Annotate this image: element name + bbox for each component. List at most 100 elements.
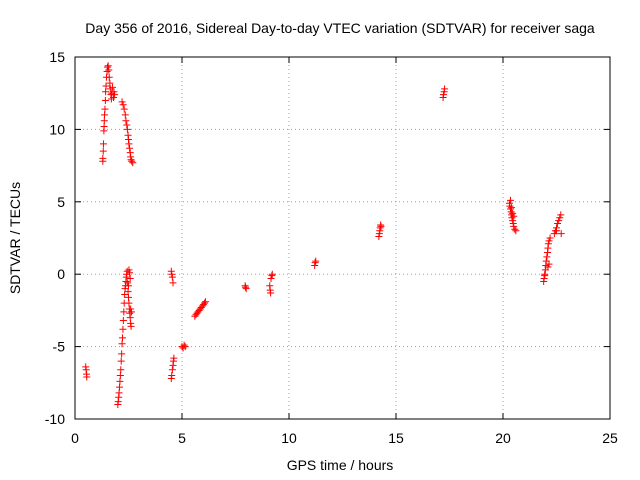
data-point	[200, 299, 208, 307]
data-point	[122, 117, 130, 125]
data-point	[101, 96, 109, 104]
data-point	[506, 205, 514, 213]
data-point	[119, 101, 127, 109]
x-tick-label: 10	[281, 430, 297, 446]
data-point	[267, 289, 275, 297]
data-point	[119, 317, 127, 325]
data-point	[202, 298, 210, 306]
grid	[75, 57, 610, 419]
data-point	[557, 230, 565, 238]
data-point	[127, 322, 135, 330]
data-point	[105, 73, 113, 81]
y-tick-label: 10	[49, 121, 65, 137]
data-point	[111, 91, 119, 99]
x-tick-label: 25	[602, 430, 618, 446]
data-point	[83, 373, 91, 381]
data-point	[544, 240, 552, 248]
data-point	[311, 259, 319, 267]
data-point	[99, 154, 107, 162]
data-point	[168, 372, 176, 380]
data-point	[121, 111, 129, 119]
data-point	[127, 156, 135, 164]
y-tick-label: 0	[57, 266, 65, 282]
data-point	[377, 222, 385, 230]
data-point	[510, 212, 518, 220]
data-point	[123, 125, 131, 133]
data-point	[120, 105, 128, 113]
data-point	[510, 222, 518, 230]
data-point	[99, 147, 107, 155]
data-point	[267, 275, 275, 283]
data-point	[104, 63, 112, 71]
data-point	[512, 227, 520, 235]
data-point	[118, 98, 126, 106]
data-point	[242, 283, 250, 291]
data-point	[508, 204, 516, 212]
data-point	[545, 237, 553, 245]
data-point	[541, 272, 549, 280]
data-point	[105, 66, 113, 74]
data-point	[556, 214, 564, 222]
data-point	[117, 357, 125, 365]
data-point	[168, 366, 176, 374]
y-tick-label: -10	[45, 411, 65, 427]
x-tick-label: 20	[495, 430, 511, 446]
data-point	[119, 325, 127, 333]
data-point	[123, 121, 131, 129]
data-point	[126, 275, 134, 283]
data-point	[553, 227, 560, 235]
data-point	[268, 270, 276, 278]
data-point	[104, 62, 112, 70]
data-point	[117, 366, 125, 374]
data-point	[508, 214, 516, 222]
data-point	[128, 157, 136, 165]
data-point	[506, 196, 514, 204]
x-tick-label: 5	[178, 430, 186, 446]
data-point	[540, 275, 548, 283]
data-point	[543, 253, 551, 261]
data-point	[125, 282, 132, 290]
data-point	[126, 269, 134, 277]
axis-ticks: 0 5 10 15 20 25 -10 -5 0 5 10 15	[45, 49, 618, 446]
data-point	[124, 279, 132, 287]
data-point	[102, 82, 110, 90]
data-point	[555, 217, 563, 225]
data-point	[546, 234, 554, 242]
data-point	[312, 257, 320, 265]
data-point	[440, 91, 448, 99]
x-tick-label: 15	[388, 430, 404, 446]
data-point	[509, 217, 517, 225]
data-point	[506, 202, 514, 210]
data-point	[101, 105, 109, 113]
data-point	[181, 343, 189, 351]
data-point	[441, 85, 449, 93]
data-point	[110, 88, 118, 96]
data-point	[125, 266, 133, 274]
data-points	[82, 62, 565, 409]
data-point	[544, 263, 552, 271]
data-point	[119, 334, 127, 342]
data-point	[242, 285, 250, 293]
x-axis-label: GPS time / hours	[287, 457, 394, 473]
data-point	[168, 273, 176, 281]
data-point	[108, 83, 116, 91]
data-point	[557, 211, 565, 219]
y-tick-label: -5	[53, 339, 66, 355]
y-tick-label: 5	[57, 194, 65, 210]
data-point	[545, 260, 553, 268]
data-point	[99, 140, 107, 148]
data-point	[125, 140, 133, 148]
data-point	[511, 225, 519, 233]
chart-title: Day 356 of 2016, Sidereal Day-to-day VTE…	[85, 20, 595, 36]
data-point	[129, 159, 137, 167]
x-tick-label: 0	[71, 430, 79, 446]
data-point	[170, 354, 178, 362]
data-point	[180, 341, 188, 349]
y-tick-label: 15	[49, 49, 65, 65]
data-point	[509, 209, 517, 217]
data-point	[168, 270, 176, 278]
data-point	[554, 220, 562, 228]
data-point	[126, 144, 134, 152]
data-point	[127, 305, 135, 313]
